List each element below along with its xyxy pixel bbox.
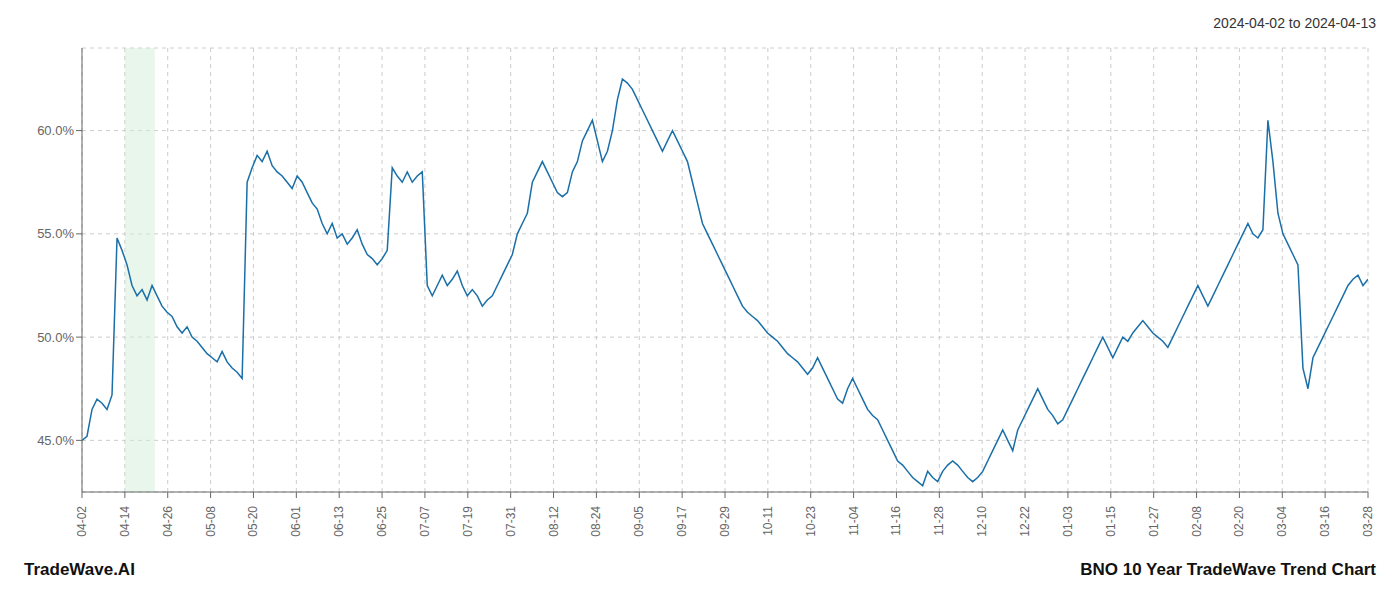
svg-text:55.0%: 55.0%: [37, 226, 74, 241]
svg-text:04-14: 04-14: [118, 506, 132, 537]
svg-text:01-15: 01-15: [1104, 506, 1118, 537]
svg-text:04-26: 04-26: [161, 506, 175, 537]
svg-text:02-20: 02-20: [1232, 506, 1246, 537]
svg-text:07-19: 07-19: [461, 506, 475, 537]
html-text:BNO 10 Year TradeWave Trend Ch: BNO 10 Year TradeWave Trend Chart: [1080, 560, 1376, 579]
svg-text:08-12: 08-12: [547, 506, 561, 537]
svg-text:05-20: 05-20: [246, 506, 260, 537]
svg-text:05-08: 05-08: [204, 506, 218, 537]
svg-text:50.0%: 50.0%: [37, 330, 74, 345]
svg-text:03-04: 03-04: [1275, 506, 1289, 537]
svg-text:06-01: 06-01: [289, 506, 303, 537]
svg-text:04-02: 04-02: [75, 506, 89, 537]
svg-text:12-10: 12-10: [975, 506, 989, 537]
svg-text:45.0%: 45.0%: [37, 433, 74, 448]
svg-text:60.0%: 60.0%: [37, 123, 74, 138]
svg-text:12-22: 12-22: [1018, 506, 1032, 537]
svg-text:07-07: 07-07: [418, 506, 432, 537]
svg-text:11-04: 11-04: [847, 506, 861, 536]
html-text:2024-04-02 to 2024-04-13: 2024-04-02 to 2024-04-13: [1213, 15, 1376, 31]
svg-text:10-11: 10-11: [761, 506, 775, 536]
svg-text:06-25: 06-25: [375, 506, 389, 537]
svg-text:03-28: 03-28: [1361, 506, 1375, 537]
svg-text:11-16: 11-16: [889, 506, 903, 536]
svg-text:01-03: 01-03: [1061, 506, 1075, 537]
svg-text:09-29: 09-29: [718, 506, 732, 537]
svg-text:06-13: 06-13: [332, 506, 346, 537]
svg-text:03-16: 03-16: [1318, 506, 1332, 537]
svg-text:09-05: 09-05: [632, 506, 646, 537]
svg-text:02-08: 02-08: [1190, 506, 1204, 537]
svg-text:08-24: 08-24: [589, 506, 603, 537]
svg-text:09-17: 09-17: [675, 506, 689, 537]
svg-text:10-23: 10-23: [804, 506, 818, 537]
svg-text:11-28: 11-28: [932, 506, 946, 536]
svg-text:07-31: 07-31: [504, 506, 518, 537]
html-text:TradeWave.AI: TradeWave.AI: [24, 560, 135, 579]
svg-text:01-27: 01-27: [1147, 506, 1161, 537]
